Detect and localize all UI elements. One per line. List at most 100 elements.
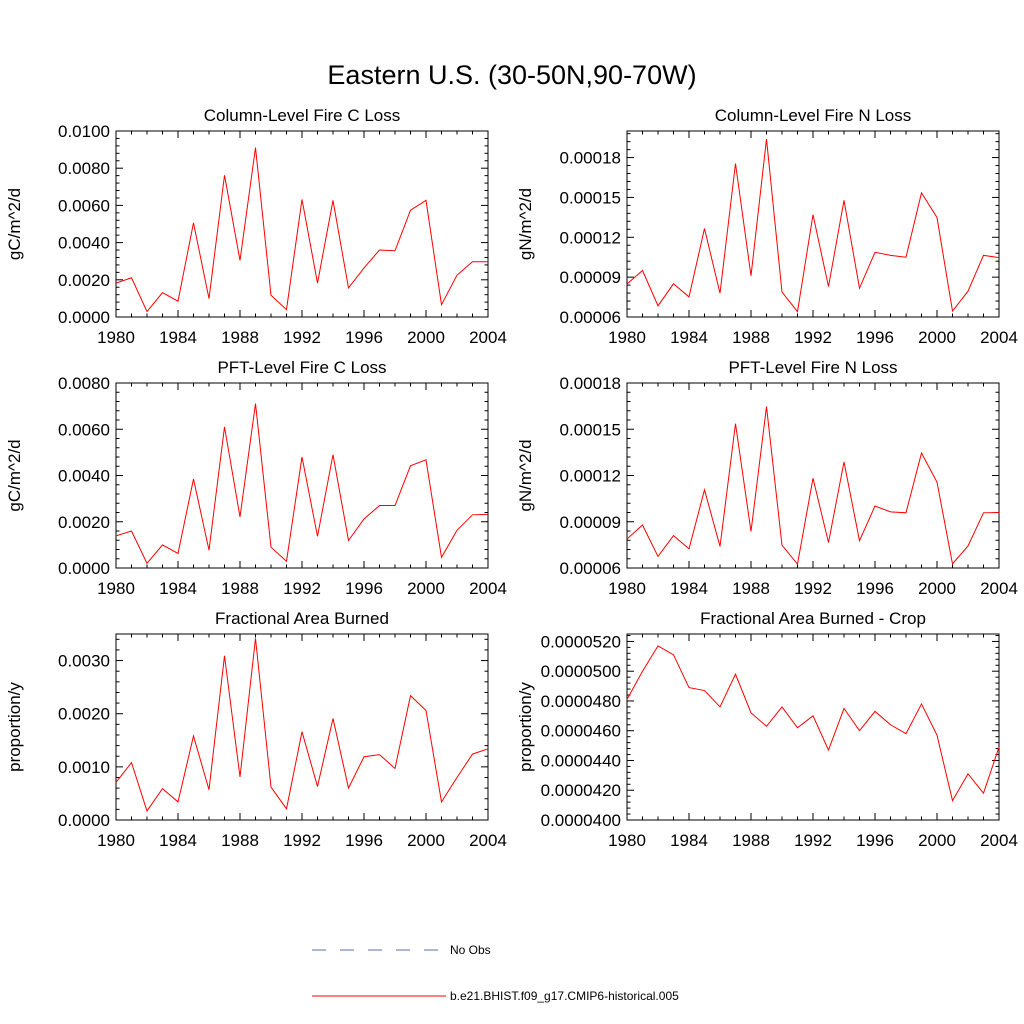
x-tick-label: 1988 (732, 328, 770, 347)
legend-label-no-obs: No Obs (450, 943, 491, 957)
y-tick-label: 0.0000520 (541, 632, 621, 651)
x-tick-label: 1984 (670, 579, 708, 598)
series-line (626, 645, 1000, 802)
y-axis-label: gC/m^2/d (5, 188, 24, 260)
panel-2: 1980 1984 1988 1992 1996 2000 2004 0.00006 0.000… (516, 106, 1018, 347)
x-tick-label: 1996 (345, 579, 383, 598)
plot-frame (626, 130, 1000, 318)
legend-label-model: b.e21.BHIST.f09_g17.CMIP6-historical.005 (450, 989, 679, 1003)
x-tick-label: 2000 (407, 328, 445, 347)
x-tick-label: 1980 (608, 328, 646, 347)
x-tick-label: 1988 (221, 831, 259, 850)
panel-1: 1980 1984 1988 1992 1996 2000 2004 0.0000 0.0020… (5, 106, 507, 347)
y-tick-label: 0.00012 (560, 467, 621, 486)
y-axis-label: proportion/y (516, 682, 535, 772)
series-line (115, 403, 489, 565)
y-tick-label: 0.0020 (58, 513, 110, 532)
x-tick-label: 2004 (980, 831, 1018, 850)
y-tick-label: 0.0060 (58, 420, 110, 439)
y-tick-label: 0.0010 (58, 758, 110, 777)
plot-frame (115, 633, 489, 821)
x-tick-label: 2004 (469, 328, 507, 347)
y-tick-label: 0.00009 (560, 268, 621, 287)
y-tick-label: 0.00012 (560, 228, 621, 247)
y-axis-label: gC/m^2/d (5, 439, 24, 511)
panel-title: Fractional Area Burned - Crop (700, 609, 926, 628)
x-tick-label: 2004 (980, 579, 1018, 598)
y-tick-label: 0.00018 (560, 149, 621, 168)
panel-3: 1980 1984 1988 1992 1996 2000 2004 0.0000 0.0020… (5, 358, 507, 598)
panel-title: Fractional Area Burned (215, 609, 389, 628)
y-tick-label: 0.0020 (58, 271, 110, 290)
y-tick-label: 0.0000 (58, 811, 110, 830)
y-axis-label: gN/m^2/d (516, 188, 535, 260)
x-tick-label: 1992 (283, 831, 321, 850)
x-tick-label: 2004 (980, 328, 1018, 347)
y-tick-label: 0.0040 (58, 234, 110, 253)
x-tick-label: 2000 (918, 328, 956, 347)
y-tick-label: 0.00009 (560, 513, 621, 532)
y-tick-label: 0.0000 (58, 559, 110, 578)
x-tick-label: 1996 (856, 579, 894, 598)
x-tick-label: 2000 (918, 579, 956, 598)
x-tick-label: 1996 (856, 328, 894, 347)
x-tick-label: 1984 (159, 328, 197, 347)
y-tick-label: 0.0000500 (541, 662, 621, 681)
x-tick-label: 1980 (608, 579, 646, 598)
panels: 1980 1984 1988 1992 1996 2000 2004 0.0000 0.0020… (5, 106, 1018, 850)
plot-frame (115, 130, 489, 318)
x-tick-label: 2000 (918, 831, 956, 850)
x-tick-label: 1980 (97, 328, 135, 347)
x-tick-label: 1996 (345, 831, 383, 850)
panel-6: 1980 1984 1988 1992 1996 2000 2004 0.0000400 0.0… (516, 609, 1018, 850)
panel-4: 1980 1984 1988 1992 1996 2000 2004 0.00006 0.000… (516, 358, 1018, 598)
x-tick-label: 1988 (221, 579, 259, 598)
x-tick-label: 1980 (97, 579, 135, 598)
panel-title: PFT-Level Fire C Loss (217, 358, 386, 377)
y-tick-label: 0.0080 (58, 159, 110, 178)
y-tick-label: 0.0000420 (541, 781, 621, 800)
y-tick-label: 0.0080 (58, 374, 110, 393)
y-tick-label: 0.00018 (560, 374, 621, 393)
y-tick-label: 0.0100 (58, 122, 110, 141)
x-tick-label: 1988 (221, 328, 259, 347)
x-tick-label: 2004 (469, 831, 507, 850)
x-tick-label: 1996 (345, 328, 383, 347)
y-tick-label: 0.0000480 (541, 692, 621, 711)
x-tick-label: 1980 (97, 831, 135, 850)
x-tick-label: 1988 (732, 831, 770, 850)
legend: No Obs b.e21.BHIST.f09_g17.CMIP6-histori… (312, 943, 679, 1003)
y-axis-label: proportion/y (5, 682, 24, 772)
x-tick-label: 1992 (794, 579, 832, 598)
panel-title: Column-Level Fire N Loss (715, 106, 912, 125)
y-tick-label: 0.00015 (560, 188, 621, 207)
x-tick-label: 1996 (856, 831, 894, 850)
x-tick-label: 1992 (283, 579, 321, 598)
y-tick-label: 0.0020 (58, 705, 110, 724)
x-tick-label: 1980 (608, 831, 646, 850)
x-tick-label: 2004 (469, 579, 507, 598)
x-tick-label: 2000 (407, 831, 445, 850)
figure-title: Eastern U.S. (30-50N,90-70W) (327, 60, 696, 90)
x-tick-label: 1992 (794, 831, 832, 850)
panel-title: Column-Level Fire C Loss (204, 106, 401, 125)
series-line (626, 406, 1000, 566)
y-tick-label: 0.0040 (58, 467, 110, 486)
y-tick-label: 0.0000 (58, 308, 110, 327)
plot-frame (626, 633, 1000, 821)
x-tick-label: 1992 (283, 328, 321, 347)
x-tick-label: 1984 (670, 328, 708, 347)
y-tick-label: 0.00006 (560, 308, 621, 327)
x-tick-label: 1992 (794, 328, 832, 347)
panel-title: PFT-Level Fire N Loss (728, 358, 897, 377)
x-tick-label: 1984 (670, 831, 708, 850)
y-axis-label: gN/m^2/d (516, 439, 535, 511)
y-tick-label: 0.00015 (560, 420, 621, 439)
plot-frame (115, 382, 489, 569)
x-tick-label: 1988 (732, 579, 770, 598)
x-tick-label: 1984 (159, 579, 197, 598)
x-tick-label: 1984 (159, 831, 197, 850)
y-tick-label: 0.0000400 (541, 811, 621, 830)
series-line (115, 147, 488, 313)
